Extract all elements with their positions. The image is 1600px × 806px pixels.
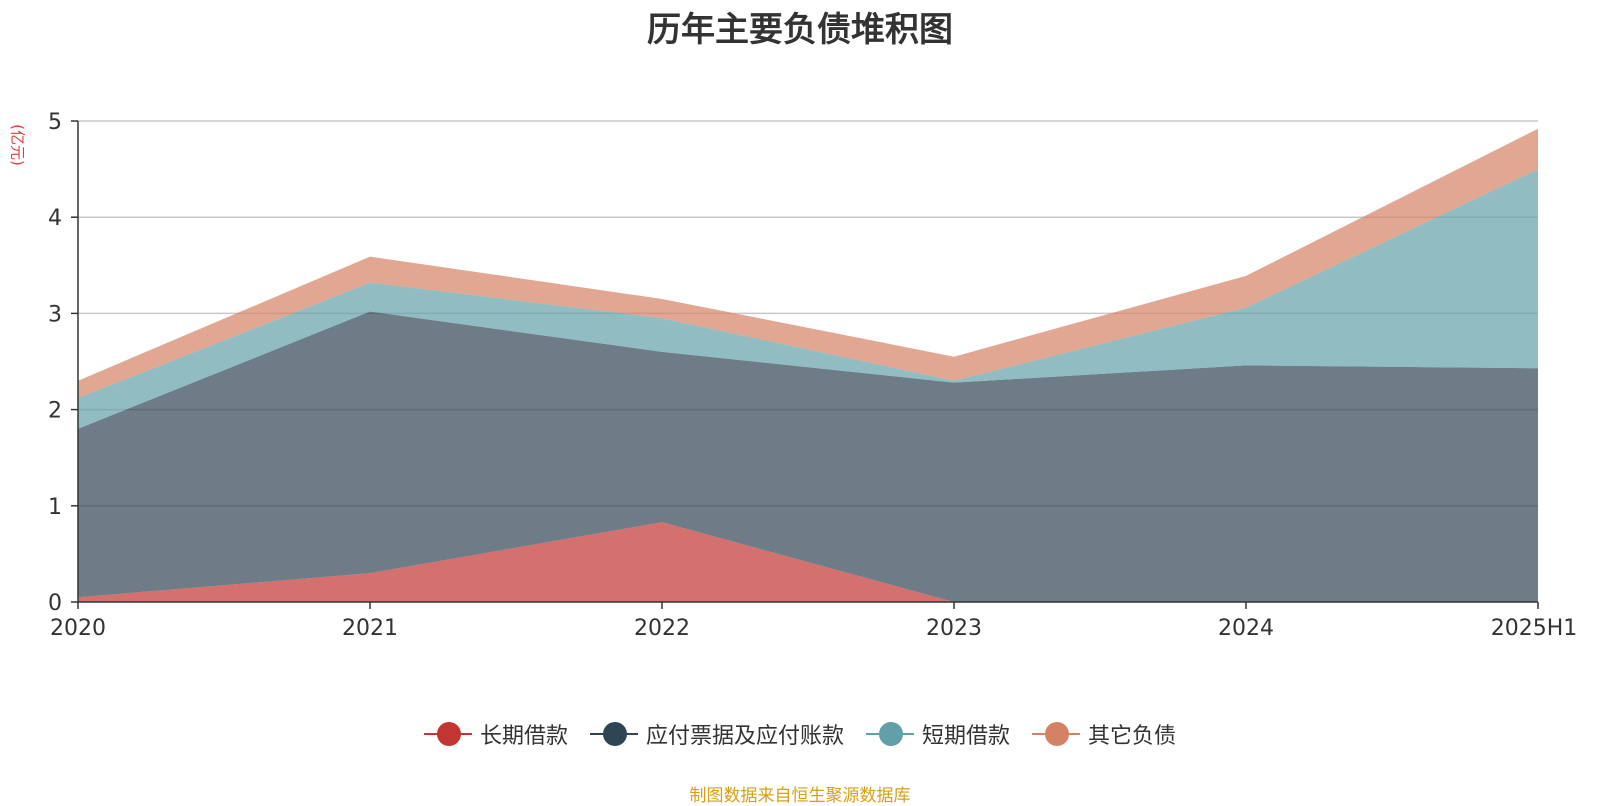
y-tick-label: 1 xyxy=(48,495,62,520)
legend-marker-icon xyxy=(866,721,914,747)
legend-marker-icon xyxy=(423,721,472,747)
x-tick-label: 2023 xyxy=(926,616,982,641)
legend-label: 应付票据及应付账款 xyxy=(645,724,844,749)
y-tick-label: 3 xyxy=(48,302,62,327)
axes: 0 1 2 3 4 5 2020 2021 2022 2023 2024 2025H1 xyxy=(48,110,1577,641)
legend-marker-icon xyxy=(589,721,638,747)
y-tick-label: 5 xyxy=(48,110,62,135)
x-tick-label: 2020 xyxy=(50,616,106,641)
chart-title: 历年主要负债堆积图 xyxy=(647,10,953,50)
data-source-note: 制图数据来自恒生聚源数据库 xyxy=(689,786,911,806)
y-tick-label: 4 xyxy=(48,206,62,231)
area-series-1[interactable] xyxy=(78,311,1538,602)
legend-label: 其它负债 xyxy=(1088,724,1177,749)
legend-item-2[interactable]: 短期借款 xyxy=(866,718,1010,750)
legend-item-0[interactable]: 长期借款 xyxy=(423,718,568,750)
area-series-3[interactable] xyxy=(78,128,1538,399)
legend-marker-icon xyxy=(1032,721,1081,747)
legend[interactable]: 长期借款 应付票据及应付账款 短期借款 其它负债 xyxy=(0,718,1600,750)
y-tick-label: 0 xyxy=(48,591,62,616)
legend-item-3[interactable]: 其它负债 xyxy=(1032,718,1176,750)
y-tick-label: 2 xyxy=(48,399,62,424)
area-series-group xyxy=(78,128,1538,602)
legend-item-1[interactable]: 应付票据及应付账款 xyxy=(589,718,844,750)
x-tick-label: 2025H1 xyxy=(1491,616,1578,641)
x-tick-label: 2024 xyxy=(1218,616,1274,641)
legend-label: 短期借款 xyxy=(922,724,1011,749)
x-tick-label: 2022 xyxy=(634,616,690,641)
area-series-2[interactable] xyxy=(78,169,1538,429)
x-tick-label: 2021 xyxy=(342,616,398,641)
legend-label: 长期借款 xyxy=(479,724,568,749)
